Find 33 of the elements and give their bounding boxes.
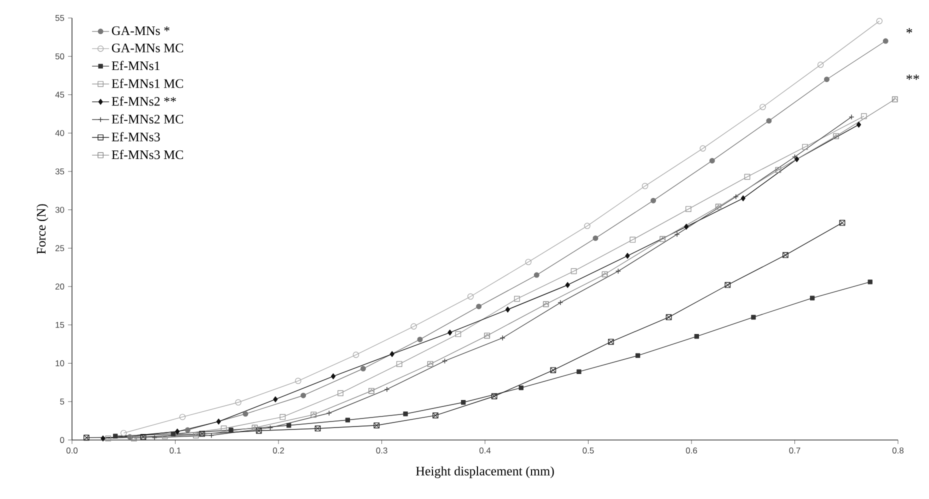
y-tick-label: 35: [55, 168, 64, 174]
y-tick-label: 20: [55, 284, 64, 290]
x-axis-title: Height displacement (mm): [416, 466, 554, 478]
text: *: [906, 28, 912, 34]
x-tick-label: 0.3: [376, 448, 388, 454]
legend-label: Ef-MNs3: [112, 132, 160, 142]
x-tick-label: 0.0: [66, 448, 78, 454]
y-tick-label: 45: [55, 92, 64, 98]
x-tick-label: 0.7: [789, 448, 800, 454]
y-tick-label: 10: [56, 360, 64, 366]
legend-label: GA-MNs MC: [112, 44, 184, 52]
legend-label: Ef-MNs1 MC: [112, 78, 184, 88]
y-tick-label: 50: [55, 53, 64, 60]
x-tick-label: 0.5: [582, 448, 594, 454]
y-tick-label: 5: [60, 398, 64, 405]
y-axis-title: Force (N): [36, 204, 48, 254]
x-tick-label: 0.1: [170, 448, 181, 454]
y-tick-label: 55: [55, 15, 64, 21]
legend-label: Ef-MNs1: [112, 60, 160, 70]
y-tick-label: 30: [55, 206, 64, 213]
text: **: [906, 74, 920, 80]
x-tick-label: 0.4: [479, 448, 491, 454]
x-tick-label: 0.6: [686, 448, 698, 454]
y-tick-label: 0: [60, 436, 64, 443]
legend-label: Ef-MNs2 **: [112, 96, 176, 106]
y-tick-label: 15: [56, 322, 64, 328]
legend-label: Ef-MNs2 MC: [112, 114, 184, 124]
x-tick-label: 0.8: [892, 448, 904, 454]
legend-label: Ef-MNs3 MC: [112, 150, 184, 160]
y-tick-label: 25: [55, 245, 64, 252]
legend-label: GA-MNs *: [112, 26, 170, 36]
y-tick-label: 40: [55, 130, 64, 136]
x-tick-label: 0.2: [272, 448, 284, 454]
